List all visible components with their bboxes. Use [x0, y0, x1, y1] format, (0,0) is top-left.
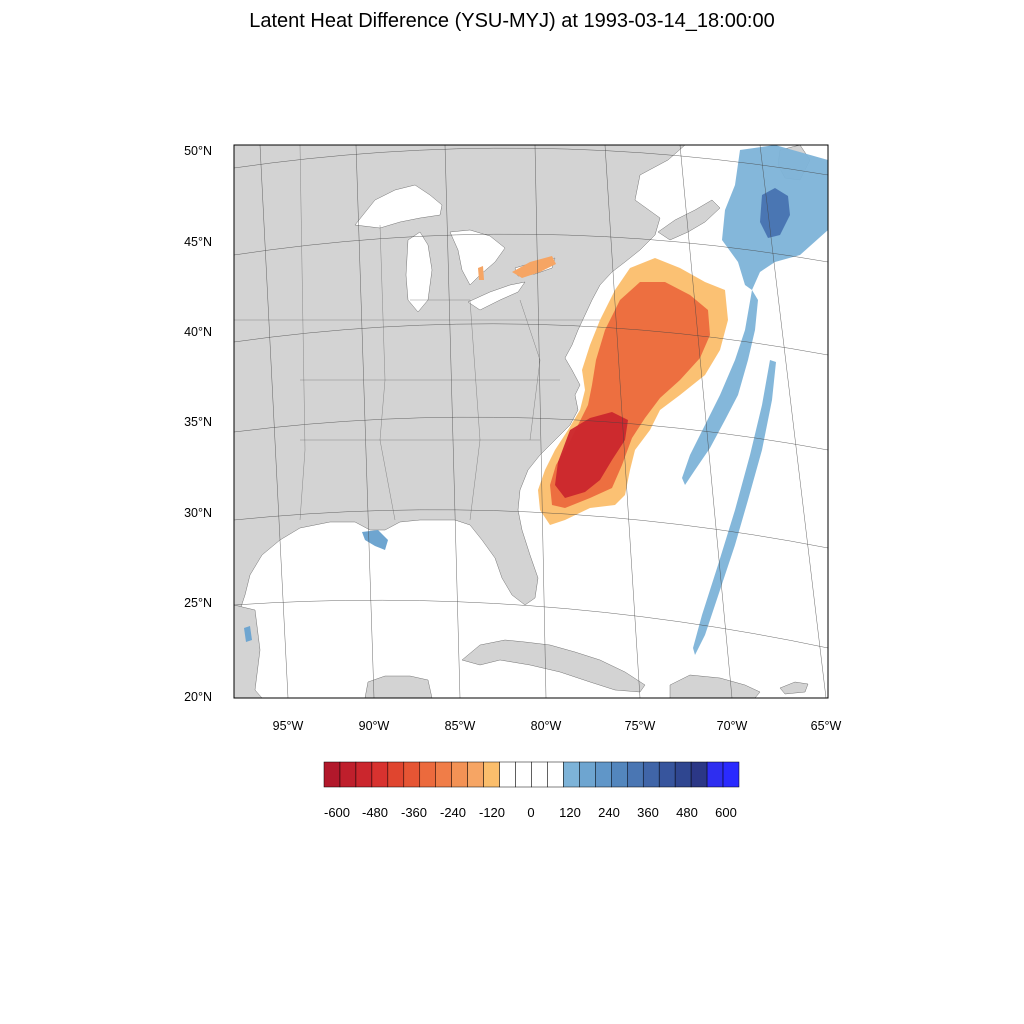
colorbar-tick-label: 600: [715, 805, 737, 820]
colorbar-tick-label: -360: [400, 805, 428, 820]
map-title: Latent Heat Difference (YSU-MYJ) at 1993…: [249, 10, 775, 32]
north-america-land: [234, 145, 686, 698]
nova-scotia-land: [657, 199, 721, 241]
latitude-label: 50°N: [184, 144, 212, 158]
cuba-land: [461, 639, 646, 693]
colorbar-box: [563, 761, 580, 788]
colorbar-box: [690, 761, 708, 788]
colorbar-box: [451, 761, 468, 788]
colorbar-box: [387, 761, 405, 788]
colorbar-tick-label: -120: [478, 805, 506, 820]
latitude-label: 25°N: [184, 596, 212, 610]
colorbar-box: [595, 761, 612, 788]
colorbar-box: [499, 761, 516, 788]
positive-anomaly-northeast-core: [760, 188, 790, 238]
colorbar-box: [706, 761, 724, 788]
colorbar-box: [722, 761, 740, 788]
colorbar-tick-label: 0: [527, 805, 535, 820]
colorbar-box: [547, 761, 564, 788]
longitude-label: 70°W: [716, 719, 748, 733]
colorbar-box: [642, 761, 660, 788]
positive-anomaly-band-1: [682, 290, 758, 485]
colorbar-box: [355, 761, 373, 788]
colorbar-tick-label: -600: [323, 805, 351, 820]
negative-anomaly-lake: [512, 256, 556, 278]
lake-erie: [467, 281, 526, 311]
colorbar-box: [419, 761, 436, 788]
longitude-label: 65°W: [810, 719, 842, 733]
positive-anomaly-mexico: [244, 626, 252, 642]
colorbar-box: [403, 761, 421, 788]
negative-anomaly-core: [555, 412, 628, 498]
colorbar: [323, 761, 740, 788]
colorbar-box: [483, 761, 500, 788]
latitude-label: 20°N: [184, 690, 212, 704]
graticule: [234, 145, 828, 698]
puerto-rico-land: [779, 681, 809, 695]
colorbar-box: [435, 761, 452, 788]
hispaniola-land: [669, 674, 761, 698]
longitude-label: 85°W: [444, 719, 476, 733]
longitude-label: 80°W: [530, 719, 562, 733]
colorbar-box: [339, 761, 357, 788]
latitude-label: 45°N: [184, 235, 212, 249]
latitude-label: 35°N: [184, 415, 212, 429]
map-frame: [233, 144, 829, 699]
longitude-label: 75°W: [624, 719, 656, 733]
colorbar-box: [579, 761, 596, 788]
colorbar-tick-label: 480: [676, 805, 698, 820]
colorbar-box: [611, 761, 628, 788]
colorbar-box: [658, 761, 676, 788]
mexico-land: [234, 604, 263, 698]
colorbar-tick-label: 120: [559, 805, 581, 820]
lake-superior: [354, 184, 443, 229]
positive-anomaly-band-2: [693, 360, 776, 655]
latitude-label: 40°N: [184, 325, 212, 339]
colorbar-tick-label: 360: [637, 805, 659, 820]
colorbar-box: [674, 761, 692, 788]
lake-huron: [449, 229, 506, 286]
colorbar-box: [531, 761, 548, 788]
colorbar-tick-label: 240: [598, 805, 620, 820]
state-borders: [234, 145, 600, 521]
longitude-label: 90°W: [358, 719, 390, 733]
colorbar-box: [323, 761, 341, 788]
negative-anomaly-michigan: [478, 266, 484, 280]
latitude-label: 30°N: [184, 506, 212, 520]
colorbar-box: [467, 761, 484, 788]
yucatan-land: [364, 675, 433, 698]
colorbar-box: [627, 761, 644, 788]
colorbar-tick-label: -240: [439, 805, 467, 820]
colorbar-box: [515, 761, 532, 788]
colorbar-tick-label: -480: [361, 805, 389, 820]
colorbar-box: [371, 761, 389, 788]
longitude-label: 95°W: [272, 719, 304, 733]
